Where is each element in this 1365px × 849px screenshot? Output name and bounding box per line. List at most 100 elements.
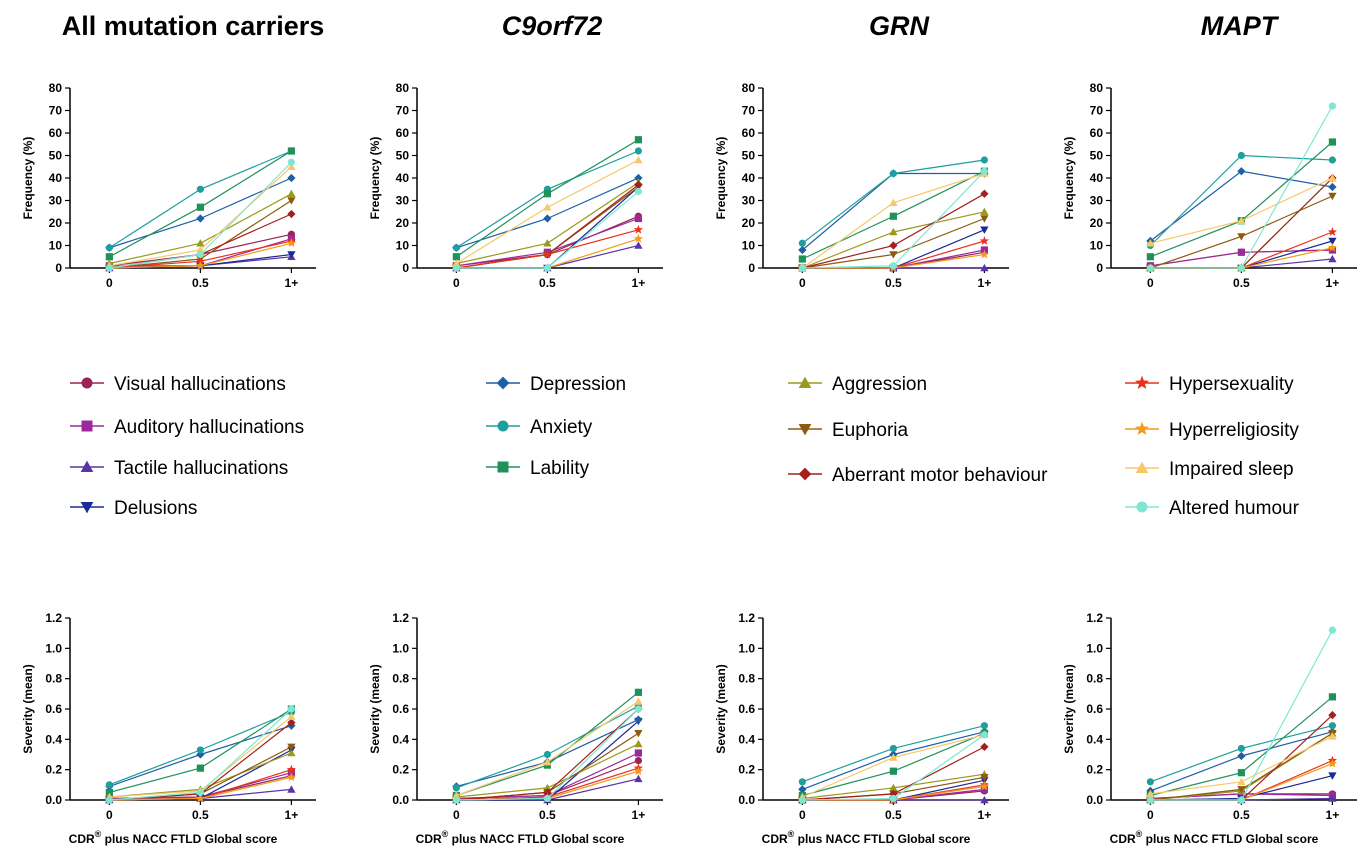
data-point <box>287 189 296 198</box>
x-tick-label: 0.5 <box>885 276 902 290</box>
x-axis-label-main: CDR <box>762 832 788 846</box>
y-tick-label: 10 <box>396 239 410 253</box>
data-point <box>1146 253 1154 261</box>
y-tick-label: 70 <box>396 104 410 118</box>
y-tick-label: 0.4 <box>738 732 755 746</box>
legend-item: Hyperreligiosity <box>1125 420 1299 441</box>
data-point <box>980 795 989 804</box>
data-point <box>196 750 205 759</box>
y-tick-label: 20 <box>49 216 63 230</box>
legend-marker <box>496 376 510 390</box>
legend-item: Visual hallucinations <box>70 374 286 395</box>
frequency-panel-3: 0 10 20 30 40 50 60 70 80 0 0.5 1+ Frequency (%) <box>1062 81 1357 290</box>
data-point <box>287 251 296 259</box>
data-point <box>798 778 806 786</box>
y-tick-label: 0 <box>1096 261 1103 275</box>
x-axis-label-rest: plus NACC FTLD Global score <box>794 832 970 846</box>
x-tick-label: 0 <box>453 808 460 822</box>
data-point <box>287 748 296 757</box>
legend-marker <box>80 460 94 473</box>
y-tick-label: 30 <box>396 194 410 208</box>
y-tick-label: 0.2 <box>738 763 755 777</box>
data-point <box>634 187 643 196</box>
legend-item: Delusions <box>70 498 197 519</box>
x-axis-label-sup: ® <box>442 829 449 839</box>
x-tick-label: 1+ <box>285 808 299 822</box>
data-point <box>634 774 643 783</box>
y-tick-label: 20 <box>396 216 410 230</box>
y-tick-label: 1.2 <box>45 611 62 625</box>
data-point <box>634 749 642 757</box>
data-point <box>286 238 297 248</box>
data-point <box>543 757 552 766</box>
data-point <box>1146 796 1154 804</box>
y-tick-label: 0.0 <box>45 793 62 807</box>
y-tick-label: 0 <box>402 261 409 275</box>
x-tick-label: 1+ <box>978 276 992 290</box>
data-point <box>889 227 898 236</box>
x-tick-label: 0.5 <box>1233 276 1250 290</box>
data-point <box>196 245 205 254</box>
series-line-5 <box>109 150 292 249</box>
severity-panel-1: 0.0 0.2 0.4 0.6 0.8 1.0 1.2 0 0.5 1+ Severity (mea… <box>368 611 663 846</box>
y-tick-label: 60 <box>49 126 63 140</box>
data-point <box>196 214 205 223</box>
data-point <box>196 746 204 754</box>
data-point <box>452 253 460 261</box>
y-tick-label: 80 <box>1090 81 1104 95</box>
x-tick-label: 0 <box>1147 276 1154 290</box>
data-point <box>195 260 205 270</box>
data-point <box>105 788 113 797</box>
data-point <box>634 155 643 164</box>
data-point <box>1237 786 1246 794</box>
data-point <box>1146 778 1154 786</box>
y-tick-label: 1.0 <box>45 641 62 655</box>
data-point <box>634 136 642 144</box>
y-tick-label: 0.2 <box>45 763 62 777</box>
column-title-1: C9orf72 <box>502 11 603 41</box>
x-tick-label: 0.5 <box>192 808 209 822</box>
legend-marker <box>1134 421 1150 436</box>
data-point <box>195 793 205 803</box>
y-tick-label: 40 <box>49 171 63 185</box>
legend-item: Hypersexuality <box>1125 374 1294 395</box>
y-axis-label: Severity (mean) <box>714 664 728 753</box>
legend-label: Hyperreligiosity <box>1169 420 1299 441</box>
series-line-4 <box>1150 170 1333 242</box>
data-point <box>1146 264 1154 272</box>
column-title-3: MAPT <box>1201 11 1280 41</box>
frequency-panel-1: 0 10 20 30 40 50 60 70 80 0 0.5 1+ Frequency (%) <box>368 81 663 290</box>
x-axis-label: CDR® plus NACC FTLD Global score <box>1110 829 1319 846</box>
legend-label: Hypersexuality <box>1169 374 1294 395</box>
legend-item: Impaired sleep <box>1125 459 1294 480</box>
legend-marker <box>497 420 509 432</box>
data-point <box>452 244 460 252</box>
data-point <box>287 705 295 713</box>
legend-item: Tactile hallucinations <box>70 458 288 479</box>
data-point <box>889 783 898 792</box>
series-line-5 <box>456 150 639 249</box>
legend-marker <box>1134 375 1150 390</box>
data-point <box>196 239 205 247</box>
x-tick-label: 0 <box>1147 808 1154 822</box>
x-axis-label-main: CDR <box>1110 832 1136 846</box>
y-axis-label: Frequency (%) <box>21 137 35 220</box>
data-point <box>1237 769 1245 777</box>
x-tick-label: 0.5 <box>885 808 902 822</box>
y-tick-label: 50 <box>1090 149 1104 163</box>
data-point <box>634 739 643 748</box>
data-point <box>287 173 296 183</box>
y-tick-label: 60 <box>1090 126 1104 140</box>
legend-item: Aggression <box>788 374 927 395</box>
data-point <box>287 147 295 155</box>
data-point <box>980 207 989 216</box>
data-point <box>196 764 204 772</box>
legend-label: Aberrant motor behaviour <box>832 465 1048 486</box>
data-point <box>1328 237 1337 246</box>
x-tick-label: 0 <box>799 808 806 822</box>
legend: Visual hallucinations Auditory hallucinat… <box>70 374 1300 519</box>
data-point <box>543 203 552 211</box>
legend-marker <box>80 501 94 514</box>
data-point <box>286 772 297 782</box>
y-tick-label: 20 <box>742 216 756 230</box>
